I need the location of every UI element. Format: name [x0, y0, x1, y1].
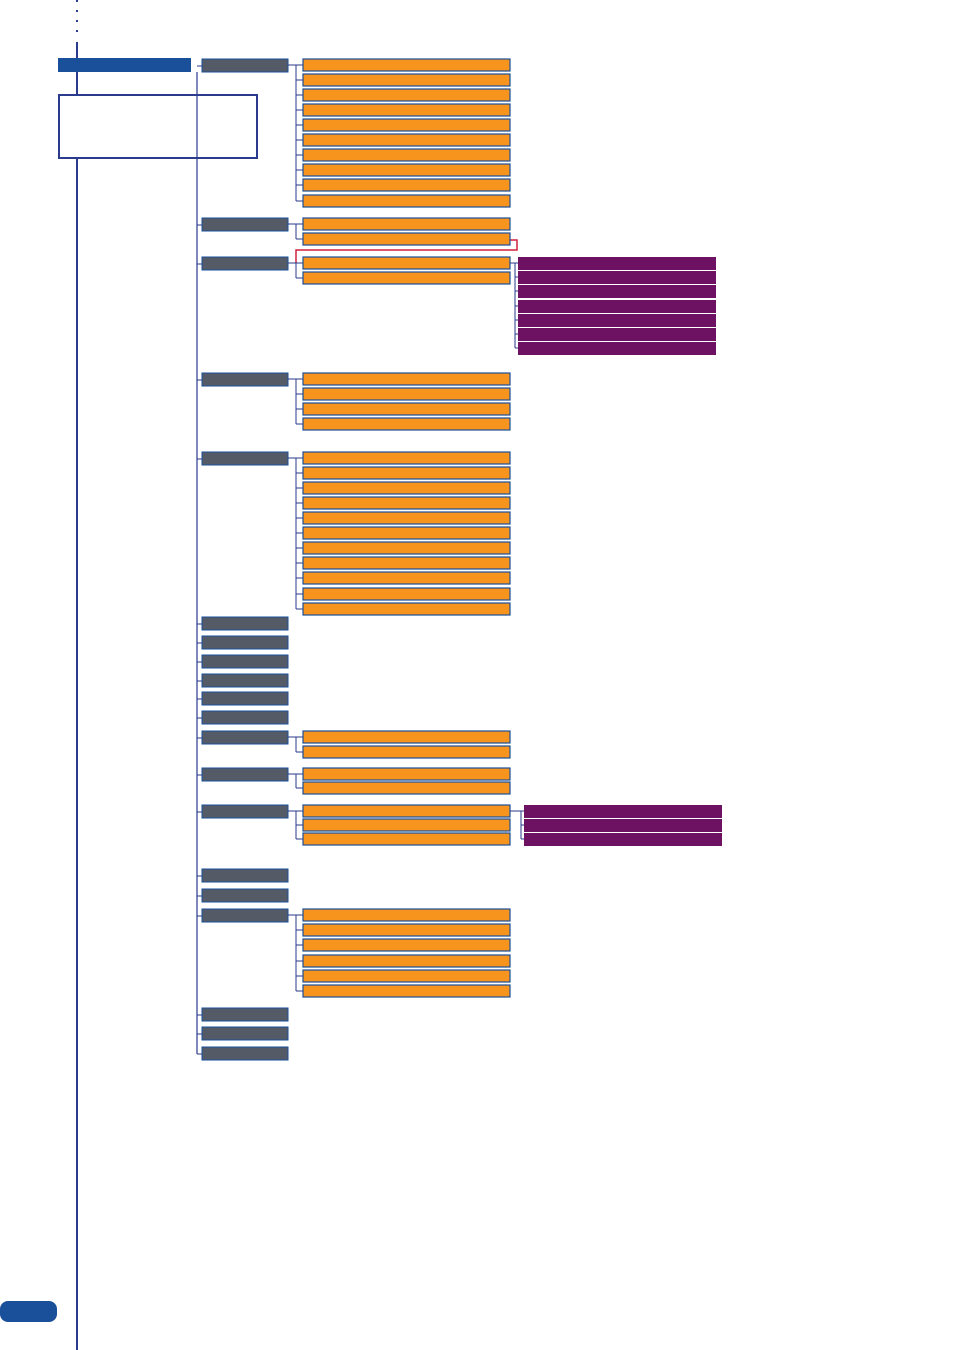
menu-item — [201, 616, 289, 631]
option-item — [518, 271, 716, 284]
submenu-item — [302, 767, 511, 781]
menu-item — [201, 767, 289, 782]
page-tab — [0, 1301, 57, 1322]
submenu-item — [302, 73, 511, 87]
option-item — [518, 257, 716, 270]
menu-item — [201, 256, 289, 271]
submenu-item — [302, 402, 511, 416]
menu-item — [201, 372, 289, 387]
submenu-item — [302, 587, 511, 601]
option-item — [524, 805, 722, 818]
submenu-item — [302, 417, 511, 431]
submenu-item — [302, 526, 511, 540]
submenu-item — [302, 938, 511, 952]
submenu-item — [302, 481, 511, 495]
option-item — [524, 819, 722, 832]
menu-item — [201, 804, 289, 819]
submenu-item — [302, 496, 511, 510]
submenu-item — [302, 730, 511, 744]
submenu-item — [302, 466, 511, 480]
submenu-item — [302, 969, 511, 983]
option-item — [518, 328, 716, 341]
option-item — [518, 300, 716, 313]
submenu-item — [302, 954, 511, 968]
note-box — [58, 94, 258, 159]
submenu-item — [302, 818, 511, 832]
submenu-item — [302, 88, 511, 102]
submenu-item — [302, 541, 511, 555]
option-item — [518, 285, 716, 298]
submenu-item — [302, 58, 511, 72]
menu-item — [201, 58, 289, 73]
submenu-item — [302, 148, 511, 162]
submenu-item — [302, 804, 511, 818]
menu-item — [201, 908, 289, 923]
submenu-item — [302, 194, 511, 208]
root-bar — [58, 58, 191, 72]
link-connector — [295, 239, 518, 263]
submenu-item — [302, 923, 511, 937]
option-item — [524, 833, 722, 846]
submenu-item — [302, 745, 511, 759]
submenu-item — [302, 511, 511, 525]
menu-item — [201, 451, 289, 466]
submenu-item — [302, 781, 511, 795]
submenu-item — [302, 571, 511, 585]
menu-item — [201, 1007, 289, 1022]
menu-item — [201, 691, 289, 706]
menu-item — [201, 635, 289, 650]
submenu-item — [302, 133, 511, 147]
submenu-item — [302, 832, 511, 846]
submenu-item — [302, 217, 511, 231]
submenu-item — [302, 602, 511, 616]
submenu-item — [302, 372, 511, 386]
submenu-item — [302, 908, 511, 922]
submenu-item — [302, 451, 511, 465]
submenu-item — [302, 984, 511, 998]
submenu-item — [302, 163, 511, 177]
submenu-item — [302, 232, 511, 246]
menu-item — [201, 710, 289, 725]
submenu-item — [302, 271, 511, 285]
submenu-item — [302, 118, 511, 132]
submenu-item — [302, 556, 511, 570]
menu-item — [201, 868, 289, 883]
submenu-item — [302, 387, 511, 401]
menu-item — [201, 1046, 289, 1061]
option-item — [518, 314, 716, 327]
submenu-item — [302, 178, 511, 192]
option-item — [518, 342, 716, 355]
menu-item — [201, 730, 289, 745]
menu-item — [201, 217, 289, 232]
menu-item — [201, 654, 289, 669]
menu-item — [201, 888, 289, 903]
menu-item — [201, 673, 289, 688]
submenu-item — [302, 256, 511, 270]
menu-item — [201, 1026, 289, 1041]
submenu-item — [302, 103, 511, 117]
